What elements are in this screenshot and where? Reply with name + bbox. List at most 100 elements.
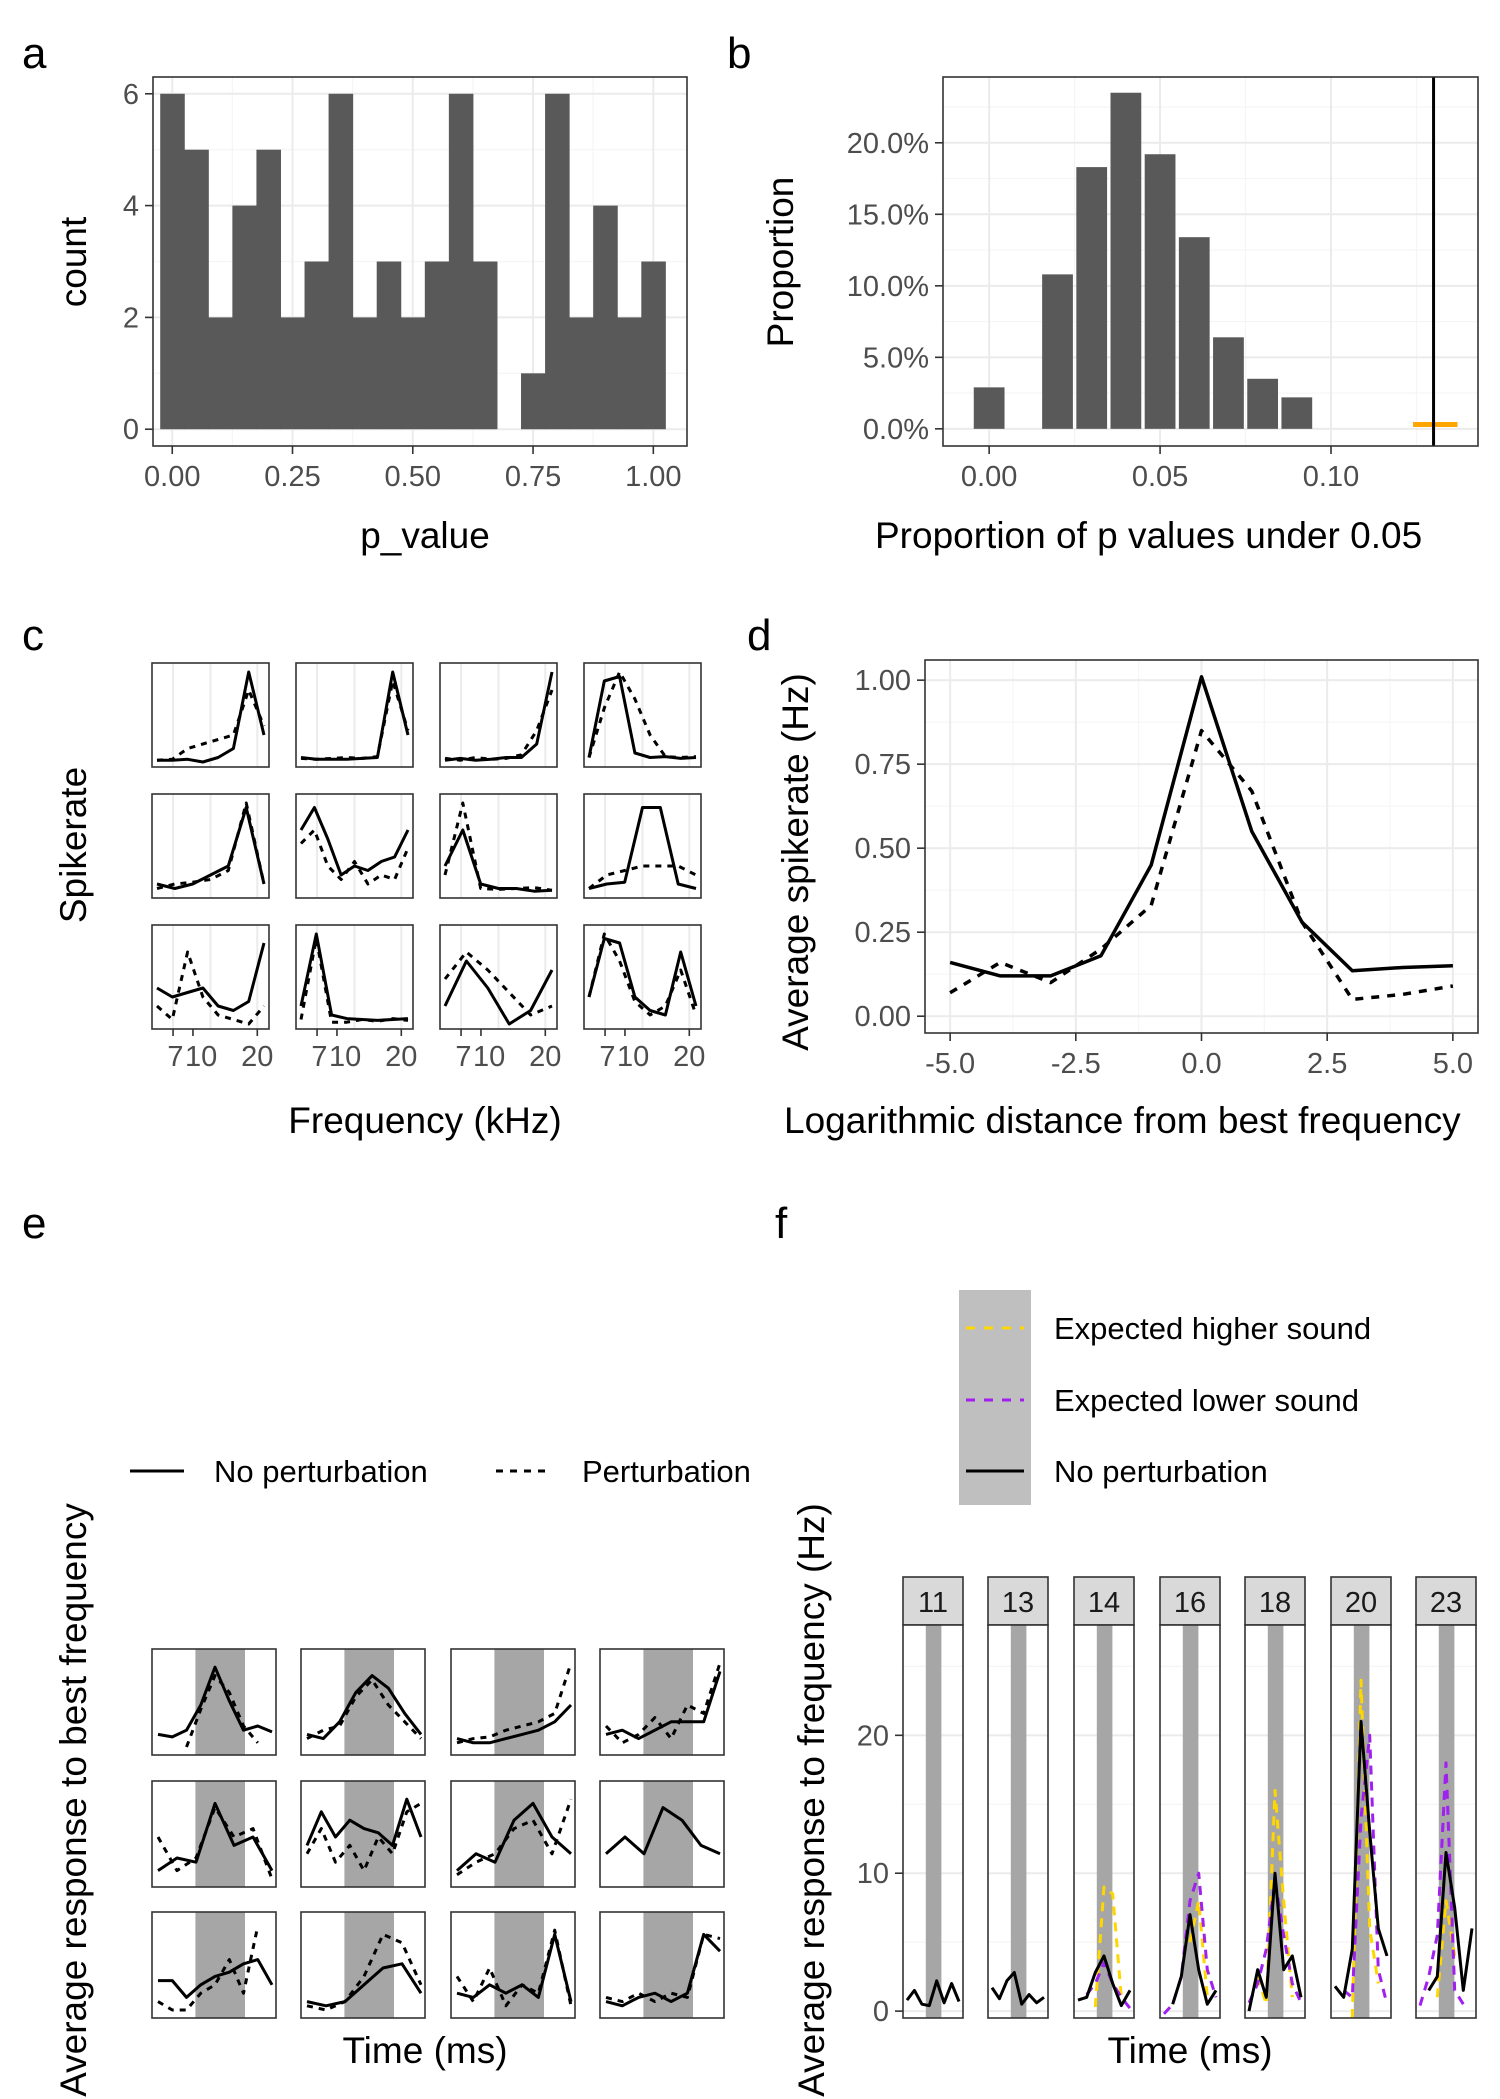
a-y-tick-label: 0 bbox=[123, 414, 139, 446]
a-x-title: p_value bbox=[360, 515, 490, 556]
panel-label-a: a bbox=[22, 29, 47, 78]
a-y-tick-label: 4 bbox=[123, 191, 139, 223]
c-x-tick-label: 20 bbox=[241, 1041, 273, 1073]
d-x-tick-label: 5.0 bbox=[1433, 1048, 1473, 1080]
a-bar bbox=[473, 262, 498, 430]
e-y-title: Average response to best frequency bbox=[53, 1503, 94, 2097]
c-subplot: 7 10 20 bbox=[440, 925, 561, 1073]
f-strip-label: 13 bbox=[1002, 1587, 1034, 1619]
d-x-tick-label: -5.0 bbox=[925, 1048, 975, 1080]
d-x-tick-label: 2.5 bbox=[1307, 1048, 1347, 1080]
e-subplot bbox=[152, 1912, 276, 2018]
a-x-tick-label: 0.50 bbox=[385, 461, 441, 493]
f-strip-label: 20 bbox=[1345, 1587, 1377, 1619]
b-bar bbox=[1111, 93, 1142, 429]
f-shaded-window bbox=[926, 1625, 942, 2018]
c-x-tick-label: 20 bbox=[385, 1041, 417, 1073]
c-subplot bbox=[152, 663, 269, 767]
d-y-tick-label: 0.00 bbox=[855, 1001, 911, 1033]
e-subplot bbox=[600, 1912, 724, 2018]
c-subplot: 7 10 20 bbox=[584, 925, 705, 1073]
a-bar bbox=[449, 94, 474, 429]
e-subplot bbox=[600, 1781, 724, 1887]
a-bar bbox=[305, 262, 330, 430]
d-x-tick-label: 0.0 bbox=[1181, 1048, 1221, 1080]
f-y-tick-label: 20 bbox=[857, 1720, 889, 1752]
f-y-tick-label: 0 bbox=[873, 1996, 889, 2028]
b-x-tick-label: 0.05 bbox=[1132, 461, 1188, 493]
c-x-tick-label: 10 bbox=[185, 1041, 217, 1073]
f-strip-label: 16 bbox=[1174, 1587, 1206, 1619]
e-shaded-window bbox=[195, 1781, 245, 1887]
a-bar bbox=[329, 94, 354, 429]
e-shaded-window bbox=[643, 1649, 693, 1755]
time-courses-panel-e: No perturbation Perturbation Time (ms) A… bbox=[53, 1454, 751, 2097]
c-subplot bbox=[440, 663, 557, 767]
a-bar bbox=[545, 94, 570, 429]
a-bar bbox=[521, 373, 546, 429]
a-bar bbox=[569, 317, 594, 429]
a-bar bbox=[184, 150, 209, 430]
f-legend-label-none: No perturbation bbox=[1054, 1454, 1268, 1489]
b-bar bbox=[1076, 167, 1107, 429]
b-bar bbox=[1042, 274, 1073, 428]
c-subplot: 7 10 20 bbox=[152, 925, 273, 1073]
b-bar bbox=[1247, 379, 1278, 429]
e-subplot bbox=[451, 1912, 575, 2018]
b-x-title: Proportion of p values under 0.05 bbox=[875, 515, 1422, 556]
b-y-tick-label: 5.0% bbox=[863, 342, 929, 374]
f-strip-label: 11 bbox=[918, 1587, 948, 1619]
e-subplot bbox=[301, 1781, 425, 1887]
c-x-tick-label: 7 bbox=[311, 1041, 327, 1073]
e-subplot bbox=[301, 1912, 425, 2018]
f-facet: 13 bbox=[988, 1577, 1048, 2018]
a-bar bbox=[256, 150, 281, 430]
d-x-title: Logarithmic distance from best frequency bbox=[784, 1100, 1461, 1141]
f-facet: 11 bbox=[903, 1577, 963, 2018]
c-x-tick-label: 10 bbox=[617, 1041, 649, 1073]
b-bar bbox=[1145, 154, 1176, 429]
b-y-tick-label: 0.0% bbox=[863, 414, 929, 446]
a-x-tick-label: 0.25 bbox=[264, 461, 320, 493]
a-bar bbox=[353, 317, 378, 429]
d-y-tick-label: 1.00 bbox=[855, 665, 911, 697]
a-bar bbox=[641, 262, 666, 430]
e-subplot bbox=[152, 1781, 276, 1887]
e-x-title: Time (ms) bbox=[342, 2030, 507, 2071]
b-plot-background bbox=[943, 77, 1478, 446]
histogram-panel-b: Proportion of p values under 0.05 Propor… bbox=[760, 77, 1478, 556]
d-y-tick-label: 0.75 bbox=[855, 749, 911, 781]
a-bar bbox=[617, 317, 642, 429]
a-bar bbox=[280, 317, 305, 429]
c-x-tick-label: 7 bbox=[599, 1041, 615, 1073]
f-strip-label: 14 bbox=[1088, 1587, 1120, 1619]
e-shaded-window bbox=[494, 1781, 544, 1887]
c-y-title: Spikerate bbox=[53, 767, 94, 923]
c-subplot bbox=[440, 794, 557, 898]
b-bar bbox=[1213, 337, 1244, 429]
panel-label-b: b bbox=[727, 29, 751, 78]
tuning-curves-panel-c: Frequency (kHz) Spikerate 7 10 20 7 10 20 7 10 2… bbox=[53, 663, 705, 1141]
f-x-title: Time (ms) bbox=[1107, 2030, 1272, 2071]
f-shaded-window bbox=[1011, 1625, 1027, 2018]
d-y-tick-label: 0.50 bbox=[855, 833, 911, 865]
a-x-tick-label: 0.75 bbox=[505, 461, 561, 493]
f-y-tick-label: 10 bbox=[857, 1858, 889, 1890]
d-y-tick-label: 0.25 bbox=[855, 917, 911, 949]
b-bar bbox=[1179, 237, 1210, 429]
e-legend-label-no-perturbation: No perturbation bbox=[214, 1454, 428, 1489]
e-subplot bbox=[451, 1649, 575, 1755]
f-facet: 20 bbox=[1331, 1577, 1391, 2018]
c-x-tick-label: 7 bbox=[167, 1041, 183, 1073]
a-bar bbox=[232, 206, 257, 430]
b-y-title: Proportion bbox=[760, 177, 801, 348]
c-subplot bbox=[296, 794, 413, 898]
f-facet: 14 bbox=[1074, 1577, 1134, 2018]
c-x-tick-label: 7 bbox=[455, 1041, 471, 1073]
a-bar bbox=[377, 262, 402, 430]
b-y-tick-label: 20.0% bbox=[847, 128, 929, 160]
panel-label-e: e bbox=[22, 1199, 46, 1248]
e-subplot bbox=[301, 1649, 425, 1755]
a-x-tick-label: 1.00 bbox=[625, 461, 681, 493]
